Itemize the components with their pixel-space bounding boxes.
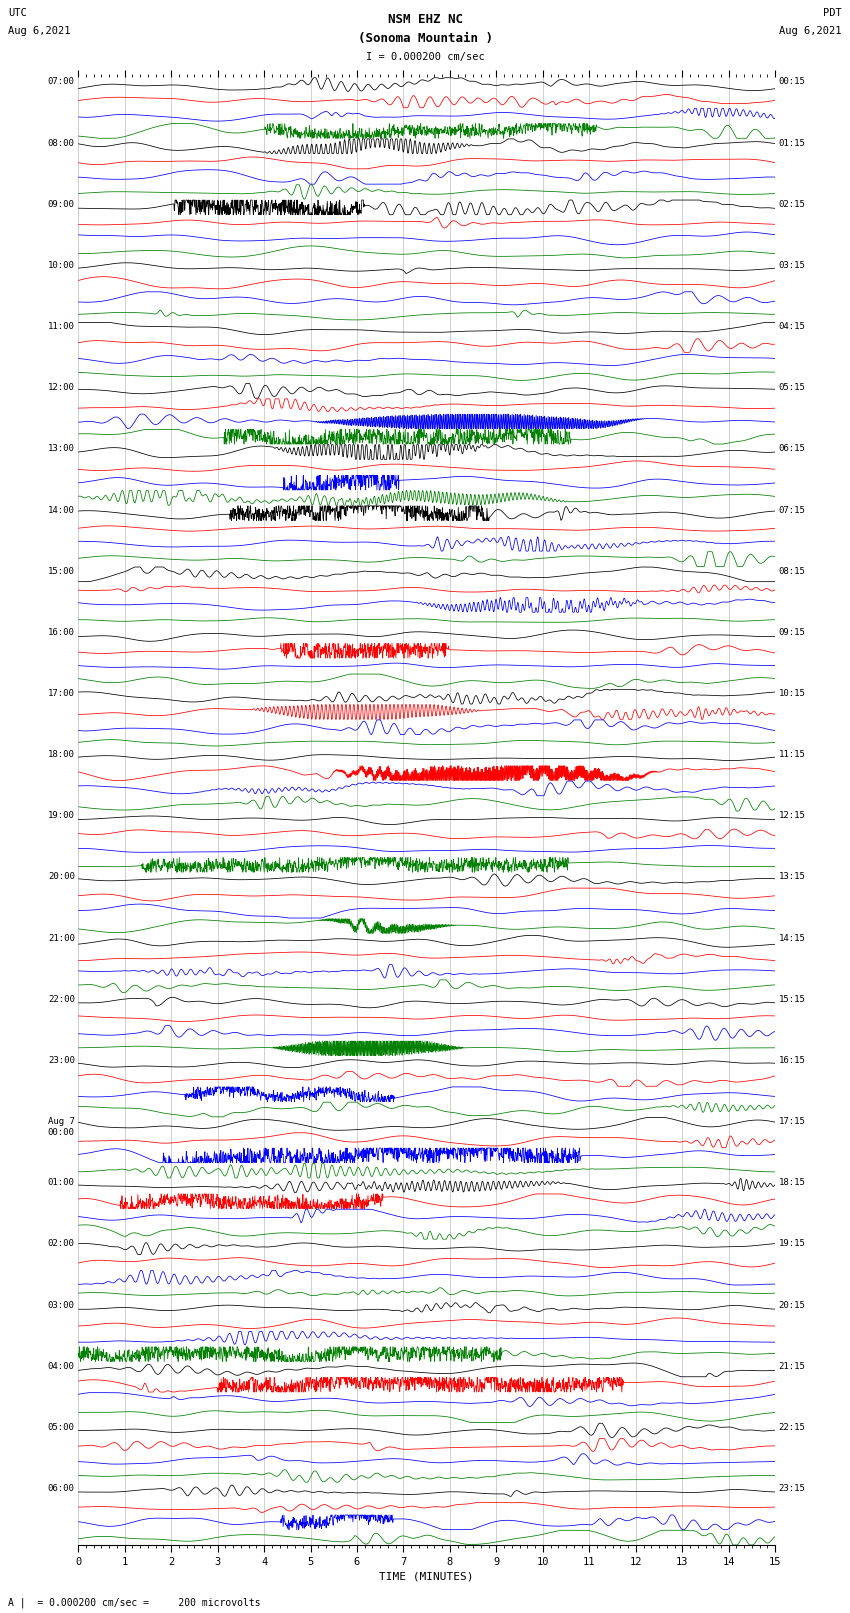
Text: NSM EHZ NC: NSM EHZ NC bbox=[388, 13, 462, 26]
Text: PDT: PDT bbox=[823, 8, 842, 18]
Text: 22:00: 22:00 bbox=[48, 995, 75, 1003]
Text: UTC: UTC bbox=[8, 8, 27, 18]
Text: 12:15: 12:15 bbox=[779, 811, 806, 821]
Text: 19:00: 19:00 bbox=[48, 811, 75, 821]
Text: 03:15: 03:15 bbox=[779, 261, 806, 269]
Text: 23:15: 23:15 bbox=[779, 1484, 806, 1494]
Text: 18:15: 18:15 bbox=[779, 1177, 806, 1187]
Text: 10:15: 10:15 bbox=[779, 689, 806, 698]
Text: 16:15: 16:15 bbox=[779, 1057, 806, 1065]
Text: 18:00: 18:00 bbox=[48, 750, 75, 760]
Text: 02:00: 02:00 bbox=[48, 1239, 75, 1248]
Text: 21:15: 21:15 bbox=[779, 1361, 806, 1371]
Text: 01:15: 01:15 bbox=[779, 139, 806, 147]
Text: 11:15: 11:15 bbox=[779, 750, 806, 760]
Text: 05:00: 05:00 bbox=[48, 1423, 75, 1432]
Text: 14:00: 14:00 bbox=[48, 505, 75, 515]
Text: 13:00: 13:00 bbox=[48, 444, 75, 453]
Text: 03:00: 03:00 bbox=[48, 1300, 75, 1310]
Text: 20:00: 20:00 bbox=[48, 873, 75, 881]
Text: 08:00: 08:00 bbox=[48, 139, 75, 147]
Text: 15:15: 15:15 bbox=[779, 995, 806, 1003]
Text: 20:15: 20:15 bbox=[779, 1300, 806, 1310]
Text: 13:15: 13:15 bbox=[779, 873, 806, 881]
Text: 05:15: 05:15 bbox=[779, 384, 806, 392]
Text: 04:15: 04:15 bbox=[779, 323, 806, 331]
Text: Aug 6,2021: Aug 6,2021 bbox=[779, 26, 842, 35]
Text: 08:15: 08:15 bbox=[779, 566, 806, 576]
Text: 19:15: 19:15 bbox=[779, 1239, 806, 1248]
Text: A |  = 0.000200 cm/sec =     200 microvolts: A | = 0.000200 cm/sec = 200 microvolts bbox=[8, 1597, 261, 1608]
Text: 09:15: 09:15 bbox=[779, 627, 806, 637]
Text: 12:00: 12:00 bbox=[48, 384, 75, 392]
Text: 02:15: 02:15 bbox=[779, 200, 806, 208]
Text: 06:15: 06:15 bbox=[779, 444, 806, 453]
Text: 15:00: 15:00 bbox=[48, 566, 75, 576]
Text: 22:15: 22:15 bbox=[779, 1423, 806, 1432]
Text: Aug 6,2021: Aug 6,2021 bbox=[8, 26, 71, 35]
Text: 07:00: 07:00 bbox=[48, 77, 75, 87]
Text: (Sonoma Mountain ): (Sonoma Mountain ) bbox=[358, 32, 492, 45]
Text: 21:00: 21:00 bbox=[48, 934, 75, 942]
Text: 23:00: 23:00 bbox=[48, 1057, 75, 1065]
Text: 04:00: 04:00 bbox=[48, 1361, 75, 1371]
Text: 00:15: 00:15 bbox=[779, 77, 806, 87]
Text: Aug 7
00:00: Aug 7 00:00 bbox=[48, 1118, 75, 1137]
Text: 01:00: 01:00 bbox=[48, 1177, 75, 1187]
Text: 11:00: 11:00 bbox=[48, 323, 75, 331]
Text: 06:00: 06:00 bbox=[48, 1484, 75, 1494]
Text: 17:00: 17:00 bbox=[48, 689, 75, 698]
Text: 17:15: 17:15 bbox=[779, 1118, 806, 1126]
Text: 07:15: 07:15 bbox=[779, 505, 806, 515]
Text: I = 0.000200 cm/sec: I = 0.000200 cm/sec bbox=[366, 52, 484, 61]
Text: 14:15: 14:15 bbox=[779, 934, 806, 942]
Text: 16:00: 16:00 bbox=[48, 627, 75, 637]
X-axis label: TIME (MINUTES): TIME (MINUTES) bbox=[379, 1571, 474, 1581]
Text: 09:00: 09:00 bbox=[48, 200, 75, 208]
Text: 10:00: 10:00 bbox=[48, 261, 75, 269]
